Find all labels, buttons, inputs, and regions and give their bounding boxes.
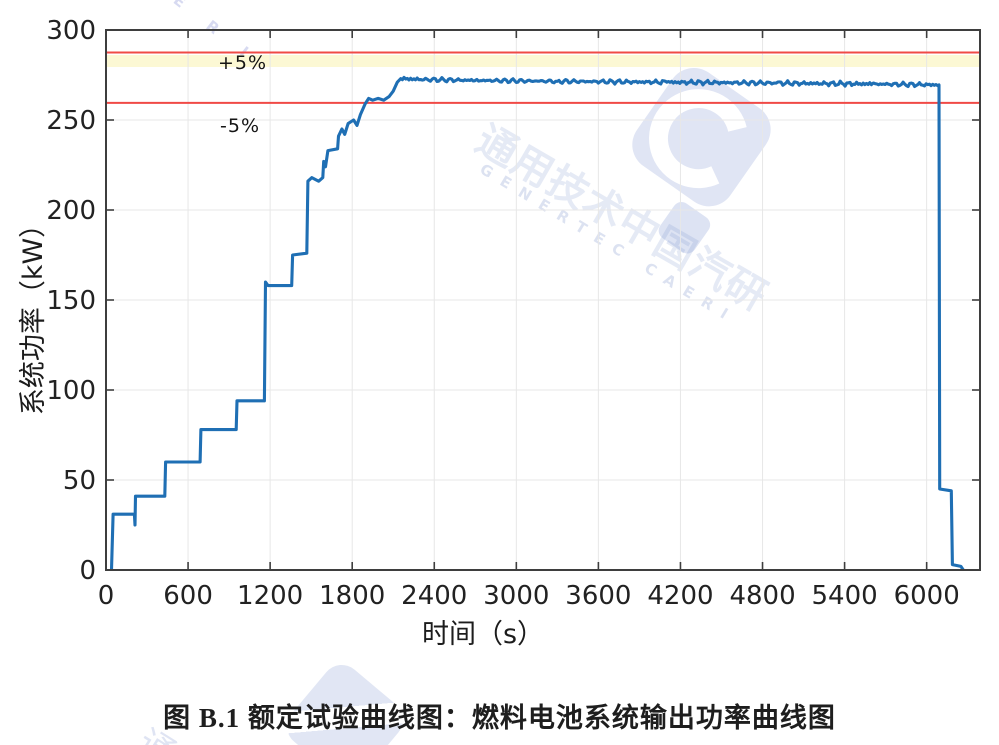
y-tick-label: 50 bbox=[63, 466, 96, 496]
x-tick-label: 3000 bbox=[483, 581, 549, 611]
y-tick-label: 150 bbox=[46, 286, 96, 316]
x-tick-label: 600 bbox=[163, 581, 213, 611]
x-tick-label: 2400 bbox=[401, 581, 467, 611]
y-tick-label: 250 bbox=[46, 106, 96, 136]
upper-limit-label: +5% bbox=[218, 52, 268, 74]
y-axis-label: 系统功率（kW） bbox=[18, 210, 49, 416]
y-tick-label: 100 bbox=[46, 376, 96, 406]
x-tick-label: 4200 bbox=[647, 581, 713, 611]
lower-limit-label: -5% bbox=[220, 115, 260, 137]
x-tick-label: 3600 bbox=[565, 581, 631, 611]
x-tick-label: 6000 bbox=[894, 581, 960, 611]
x-tick-label: 5400 bbox=[812, 581, 878, 611]
x-tick-label: 4800 bbox=[729, 581, 795, 611]
x-tick-label: 0 bbox=[98, 581, 115, 611]
y-tick-label: 300 bbox=[46, 16, 96, 46]
y-tick-label: 200 bbox=[46, 196, 96, 226]
power-curve bbox=[109, 75, 965, 571]
x-tick-label: 1800 bbox=[319, 581, 385, 611]
highlight-band bbox=[106, 55, 980, 67]
power-curve-chart: 0 600 1200 1800 2400 3000 3600 4200 4800 5400 6000… bbox=[46, 16, 981, 611]
x-axis-label: 时间（s） bbox=[421, 619, 545, 650]
figure-caption: 图 B.1 额定试验曲线图：燃料电池系统输出功率曲线图 bbox=[163, 703, 836, 733]
x-tick-label: 1200 bbox=[237, 581, 303, 611]
y-tick-label: 0 bbox=[79, 556, 96, 586]
